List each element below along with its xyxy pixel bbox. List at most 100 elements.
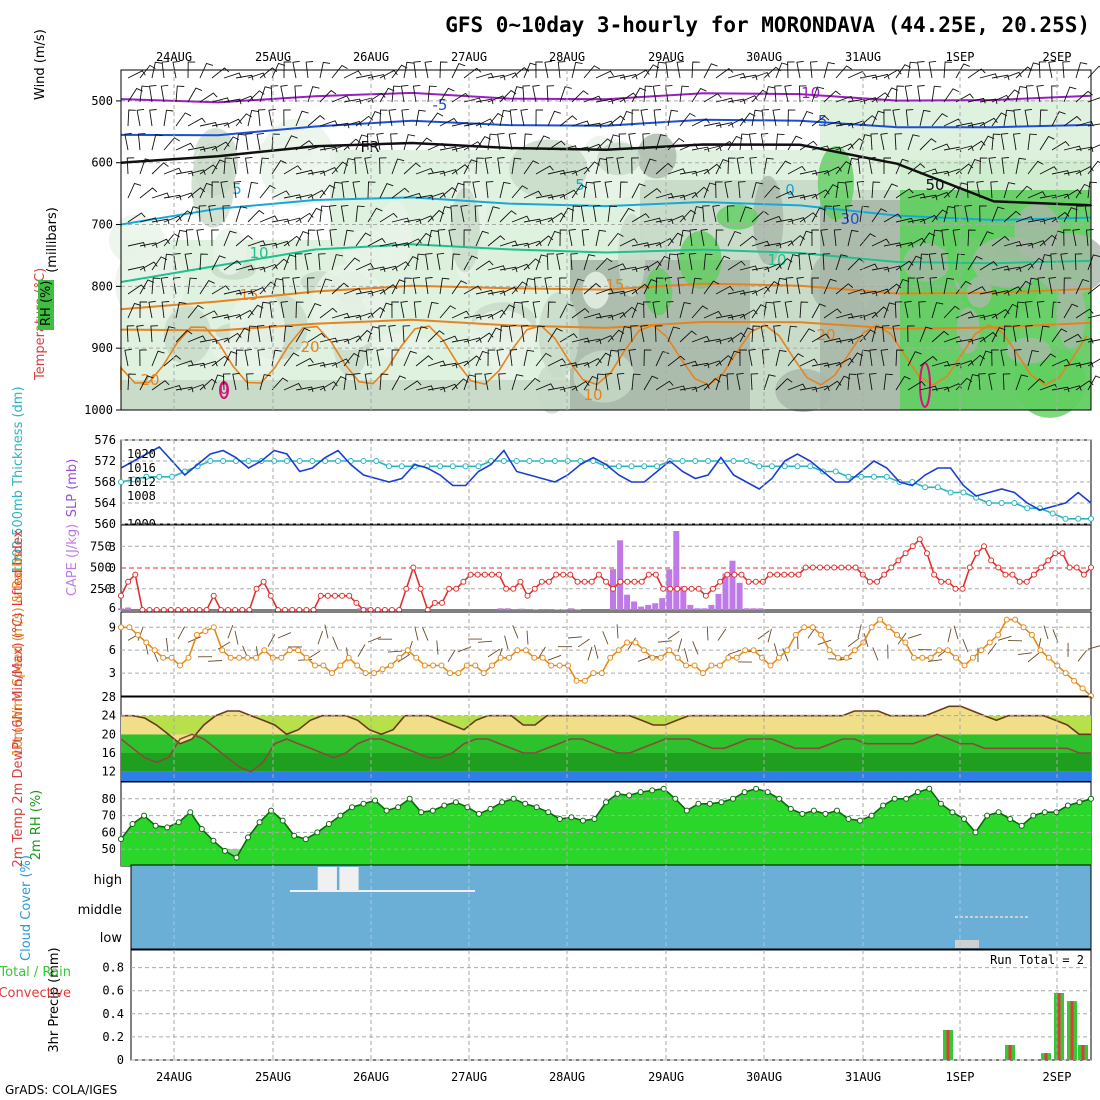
rh-line-marker xyxy=(880,802,887,809)
wind-barb xyxy=(1051,358,1070,367)
wind-barb xyxy=(835,95,854,103)
rh-line-marker xyxy=(233,854,240,861)
wind-barb xyxy=(931,360,950,367)
wind-barb xyxy=(559,115,578,127)
wind-barb xyxy=(259,86,272,103)
wind-barb xyxy=(523,218,542,225)
wind-barb xyxy=(151,380,170,391)
rh-line-marker xyxy=(949,809,956,816)
wind-barb xyxy=(523,377,541,391)
wind-barb xyxy=(583,95,602,103)
wind-barb xyxy=(259,157,270,175)
wind-barb xyxy=(1087,358,1100,367)
wind-barb xyxy=(679,301,691,319)
wind-barb xyxy=(987,642,997,655)
wind-barb xyxy=(880,348,889,367)
wind-barb xyxy=(547,193,566,200)
wind-barb xyxy=(583,161,600,175)
thickness-line-marker xyxy=(883,473,890,480)
wind-barb xyxy=(1027,652,1040,663)
wind-barb xyxy=(222,205,230,223)
wind-barb xyxy=(547,358,566,367)
wind-barb xyxy=(859,74,878,81)
pressure-tick-label: 500 xyxy=(91,94,113,108)
wind-speed-line-marker xyxy=(885,624,892,631)
wind-barb xyxy=(952,228,961,247)
wind-barb xyxy=(535,165,554,175)
temperature-contour xyxy=(120,91,1092,104)
wind-barb xyxy=(820,228,828,247)
wind-barb xyxy=(245,133,253,151)
wind-barb xyxy=(211,181,220,199)
wind-barb xyxy=(1075,62,1088,79)
wind-barb xyxy=(1015,263,1034,271)
wind-barb xyxy=(163,167,182,175)
lifted-index-line-marker xyxy=(874,578,880,585)
wind-barb xyxy=(136,108,145,127)
date-label: 31AUG xyxy=(845,1070,881,1084)
lifted-index-line-marker xyxy=(838,564,845,571)
rh-line-marker xyxy=(429,807,436,814)
cape-bar xyxy=(652,603,659,610)
wind-barb xyxy=(1063,277,1072,295)
rh-line-marker xyxy=(857,817,863,824)
wind-barb xyxy=(1051,85,1059,103)
wind-barb xyxy=(223,289,242,296)
wind-barb xyxy=(547,169,566,176)
lifted-index-line-marker xyxy=(567,571,574,578)
cape-bar xyxy=(715,593,722,610)
cape-bar xyxy=(701,608,708,610)
cape-tick-label: 250 xyxy=(90,582,112,596)
date-label: 1SEP xyxy=(946,1070,975,1084)
date-label: 30AUG xyxy=(746,1070,782,1084)
wind-barb xyxy=(437,229,446,247)
wind-barb xyxy=(1051,170,1070,176)
wind-barb xyxy=(883,373,893,391)
cape-bar xyxy=(617,540,624,610)
wind-barb xyxy=(547,327,563,343)
wind-barb xyxy=(283,165,302,175)
wind-speed-line-marker xyxy=(1062,670,1069,677)
wind-barb xyxy=(175,142,194,151)
wind-barb xyxy=(967,374,980,391)
wind-barb xyxy=(811,86,825,103)
lifted-index-line-marker xyxy=(210,592,217,599)
wind-barb xyxy=(329,228,337,247)
wind-barb xyxy=(1003,210,1021,223)
wind-barb xyxy=(640,324,648,343)
wind-speed-line-marker xyxy=(244,654,251,661)
wind-speed-line-marker xyxy=(919,654,926,661)
wind-barb xyxy=(1077,650,1087,662)
wind-speed-line-marker xyxy=(421,662,428,669)
wind-barb xyxy=(295,140,314,151)
wind-barb xyxy=(247,209,265,223)
wind-barb xyxy=(163,137,180,151)
wind-barb xyxy=(607,134,620,151)
wind-barb xyxy=(931,302,944,319)
rh-area xyxy=(121,788,1091,866)
wind-barb xyxy=(929,277,937,295)
wind-speed-line-marker xyxy=(683,662,690,669)
wind-barb xyxy=(271,160,287,175)
wind-barb xyxy=(726,373,735,391)
wind-barb xyxy=(787,254,800,271)
wind-barb xyxy=(955,182,969,199)
wind-barb xyxy=(583,122,602,129)
wind-barb xyxy=(343,257,361,271)
wind-barb xyxy=(919,253,929,271)
wind-barb xyxy=(763,301,774,319)
wind-barb xyxy=(172,60,180,79)
wind-barb xyxy=(199,92,218,103)
wind-barb xyxy=(823,120,842,127)
wind-barb xyxy=(823,278,837,295)
wind-barb xyxy=(379,87,395,103)
wind-barb xyxy=(640,108,648,127)
wind-barb xyxy=(391,349,400,367)
cape-bar xyxy=(364,607,370,610)
wind-barb xyxy=(1075,308,1094,319)
upper-wind-barbs xyxy=(124,60,1100,393)
cape-bar xyxy=(357,608,363,610)
wind-barb xyxy=(211,374,225,391)
wind-speed-line-marker xyxy=(1071,677,1078,684)
wind-barb xyxy=(892,108,900,127)
